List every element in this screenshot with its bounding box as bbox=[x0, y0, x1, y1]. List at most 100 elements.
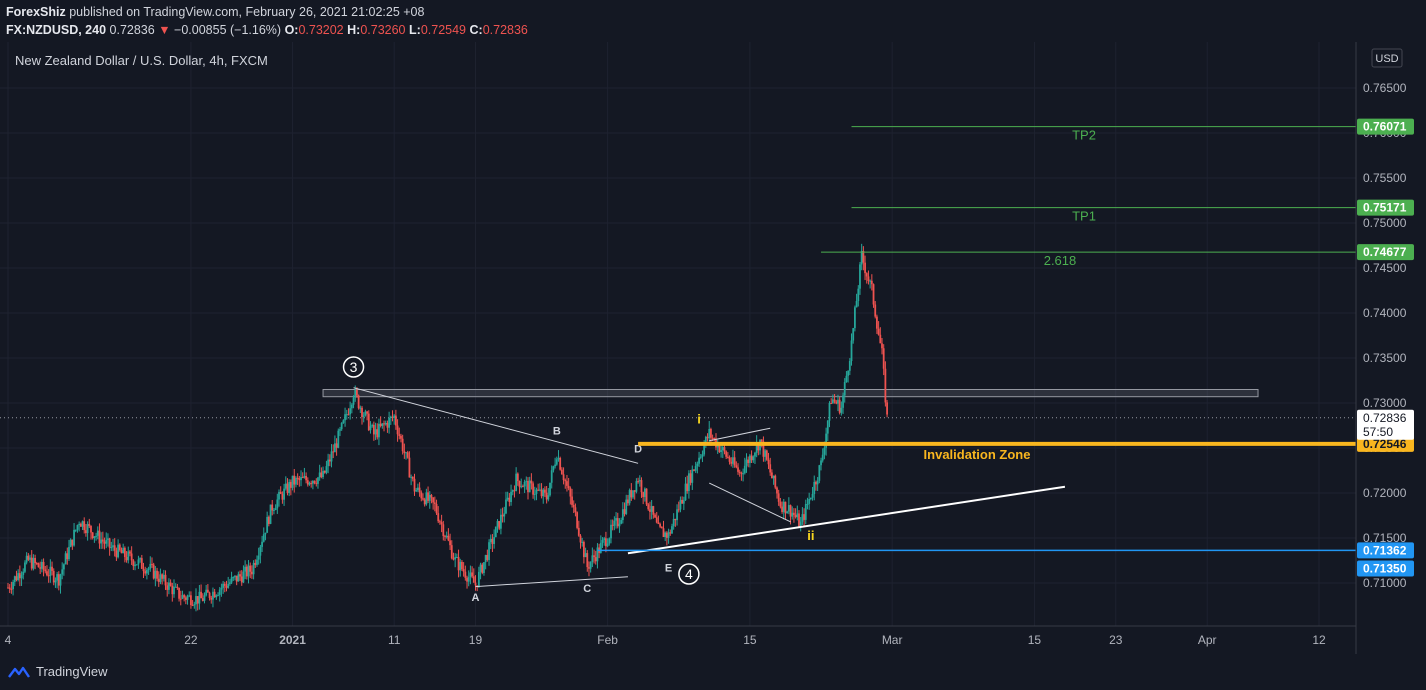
candle-body bbox=[699, 456, 702, 458]
candle-body bbox=[205, 589, 208, 596]
horizontal-levels: TP2 TP1 2.618 Invalidation Zone bbox=[597, 126, 1356, 552]
candle-body bbox=[737, 467, 739, 472]
tradingview-logo[interactable]: TradingView bbox=[8, 664, 108, 679]
candle-body bbox=[538, 489, 541, 491]
candle-body bbox=[152, 564, 155, 579]
candle-body bbox=[828, 403, 831, 421]
candle-body bbox=[173, 586, 175, 595]
candle-body bbox=[8, 587, 11, 589]
candle-body bbox=[184, 597, 187, 600]
candle-body bbox=[789, 505, 792, 517]
candle-body bbox=[151, 563, 153, 565]
candle-body bbox=[769, 464, 772, 473]
price-tag-value: 0.71350 bbox=[1363, 562, 1407, 576]
candle-body bbox=[816, 480, 819, 485]
level-text: TP2 bbox=[1072, 128, 1096, 143]
candle-body bbox=[83, 521, 86, 531]
wave-point-label: E bbox=[665, 562, 672, 574]
candle-body bbox=[461, 561, 463, 570]
candle-body bbox=[489, 538, 492, 543]
candle-body bbox=[730, 461, 733, 464]
candle-body bbox=[803, 514, 805, 520]
candle-body bbox=[389, 416, 392, 418]
tradingview-logo-icon bbox=[8, 666, 30, 678]
candle-body bbox=[223, 583, 226, 586]
candle-body bbox=[239, 574, 241, 577]
candle-body bbox=[176, 586, 179, 588]
candle-body bbox=[577, 527, 580, 536]
candle-body bbox=[621, 509, 624, 521]
chart-pane[interactable] bbox=[0, 42, 1356, 654]
author-name[interactable]: ForexShiz bbox=[6, 5, 66, 19]
candle-body bbox=[415, 490, 418, 492]
price-tag-value: 0.74677 bbox=[1363, 245, 1407, 259]
candle-body bbox=[710, 429, 712, 438]
candle-body bbox=[13, 576, 16, 583]
candle-body bbox=[157, 578, 160, 582]
candle-body bbox=[267, 516, 270, 524]
candle-body bbox=[630, 490, 633, 498]
candle-body bbox=[533, 493, 536, 495]
candle-body bbox=[708, 429, 711, 439]
candle-body bbox=[506, 497, 509, 500]
candle-body bbox=[15, 576, 18, 581]
candle-body bbox=[447, 535, 450, 541]
candle-body bbox=[413, 478, 416, 492]
candle-body bbox=[339, 429, 341, 431]
candle-body bbox=[471, 572, 474, 577]
candle-body bbox=[852, 328, 855, 341]
level-text: Invalidation Zone bbox=[924, 447, 1031, 462]
candle-body bbox=[808, 498, 811, 504]
candle-body bbox=[159, 574, 162, 582]
level-text: TP1 bbox=[1072, 209, 1096, 224]
candle-body bbox=[804, 504, 807, 520]
price-tick-label: 0.73500 bbox=[1363, 351, 1407, 365]
price-tick-label: 0.74500 bbox=[1363, 261, 1407, 275]
candle-body bbox=[86, 524, 89, 534]
candle-body bbox=[491, 538, 494, 544]
candle-body bbox=[762, 441, 765, 457]
candle-body bbox=[225, 585, 228, 588]
candle-body bbox=[61, 569, 64, 575]
candle-body bbox=[162, 574, 165, 579]
candle-body bbox=[523, 481, 526, 487]
candle-body bbox=[95, 535, 97, 537]
candle-body bbox=[135, 564, 138, 566]
candle-body bbox=[450, 545, 453, 559]
candle-body bbox=[30, 557, 33, 569]
close-label: C: bbox=[469, 23, 483, 37]
candle-body bbox=[218, 589, 221, 595]
candle-body bbox=[228, 582, 231, 584]
candle-body bbox=[356, 389, 358, 396]
candle-body bbox=[39, 567, 42, 569]
candle-body bbox=[584, 553, 587, 558]
candle-body bbox=[879, 334, 882, 344]
candle-body bbox=[12, 582, 14, 590]
candle-body bbox=[120, 550, 123, 554]
candle-body bbox=[813, 481, 816, 494]
price-tick-label: 0.74000 bbox=[1363, 306, 1407, 320]
candle-body bbox=[354, 389, 357, 398]
candle-body bbox=[259, 546, 262, 556]
candle-body bbox=[669, 532, 672, 534]
candle-body bbox=[589, 562, 592, 569]
candle-body bbox=[198, 591, 201, 604]
candle-body bbox=[679, 499, 682, 510]
candle-body bbox=[164, 574, 167, 586]
candle-body bbox=[811, 493, 814, 498]
candle-body bbox=[442, 524, 445, 537]
candle-body bbox=[582, 541, 585, 558]
candle-body bbox=[394, 415, 397, 426]
candle-body bbox=[330, 451, 333, 462]
candle-body bbox=[317, 477, 319, 484]
candle-body bbox=[118, 544, 121, 551]
candle-body bbox=[633, 490, 636, 492]
candle-body bbox=[101, 539, 104, 542]
candle-body bbox=[574, 507, 577, 513]
candle-body bbox=[642, 492, 645, 497]
currency-button[interactable]: USD bbox=[1371, 48, 1403, 68]
candle-body bbox=[765, 450, 768, 460]
candle-body bbox=[477, 571, 480, 587]
candle-body bbox=[532, 483, 534, 495]
